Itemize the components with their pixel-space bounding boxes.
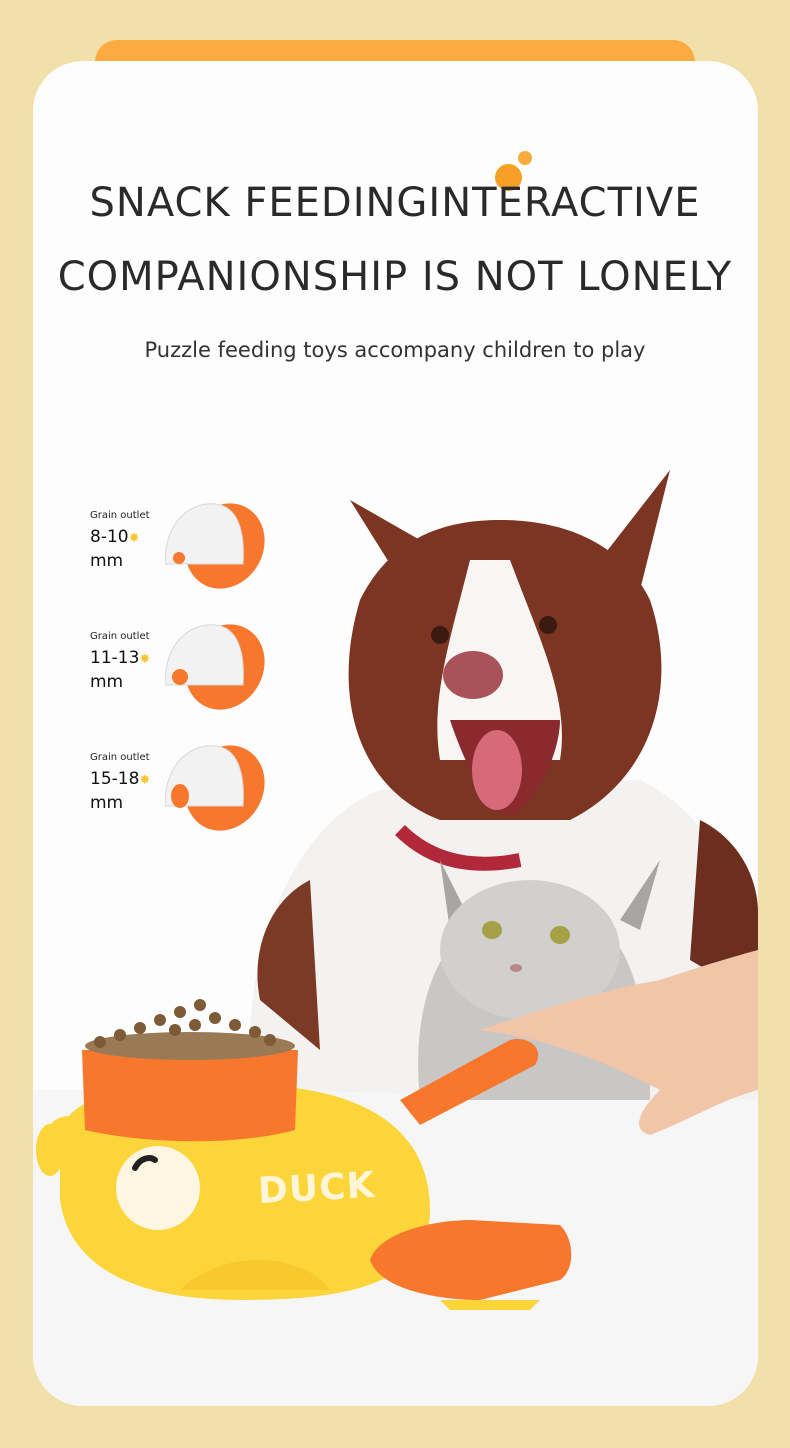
sparkle-icon: ✸ <box>139 773 151 788</box>
duck-logo-text: DUCK <box>257 1164 377 1213</box>
dome-cap-icon <box>165 745 265 831</box>
decor-dot <box>495 164 522 191</box>
outlet-size: 11-13✸ mm <box>90 648 151 692</box>
sparkle-icon: ✸ <box>139 652 151 667</box>
outlet-size: 8-10✸ mm <box>90 527 140 571</box>
hand-image <box>480 950 758 1135</box>
headline-line-2: COMPANIONSHIP IS NOT LONELY <box>57 254 733 300</box>
headline-line-1: SNACK FEEDINGINTERACTIVE <box>89 180 701 226</box>
outlet-size: 15-18✸ mm <box>90 769 151 813</box>
grain-outlet-item: Grain outlet 15-18✸ mm <box>90 745 280 852</box>
outlet-label: Grain outlet <box>90 510 150 521</box>
sparkle-icon: ✸ <box>128 531 140 546</box>
grain-outlet-item: Grain outlet 11-13✸ mm <box>90 624 280 731</box>
dome-cap-icon <box>165 624 265 710</box>
decor-dot <box>518 151 532 165</box>
subtitle: Puzzle feeding toys accompany children t… <box>144 338 646 362</box>
duck-feeder-toy <box>36 999 572 1310</box>
grain-outlet-item: Grain outlet 8-10✸ mm <box>90 503 280 610</box>
outlet-label: Grain outlet <box>90 631 150 642</box>
outlet-label: Grain outlet <box>90 752 150 763</box>
dome-cap-icon <box>165 503 265 589</box>
